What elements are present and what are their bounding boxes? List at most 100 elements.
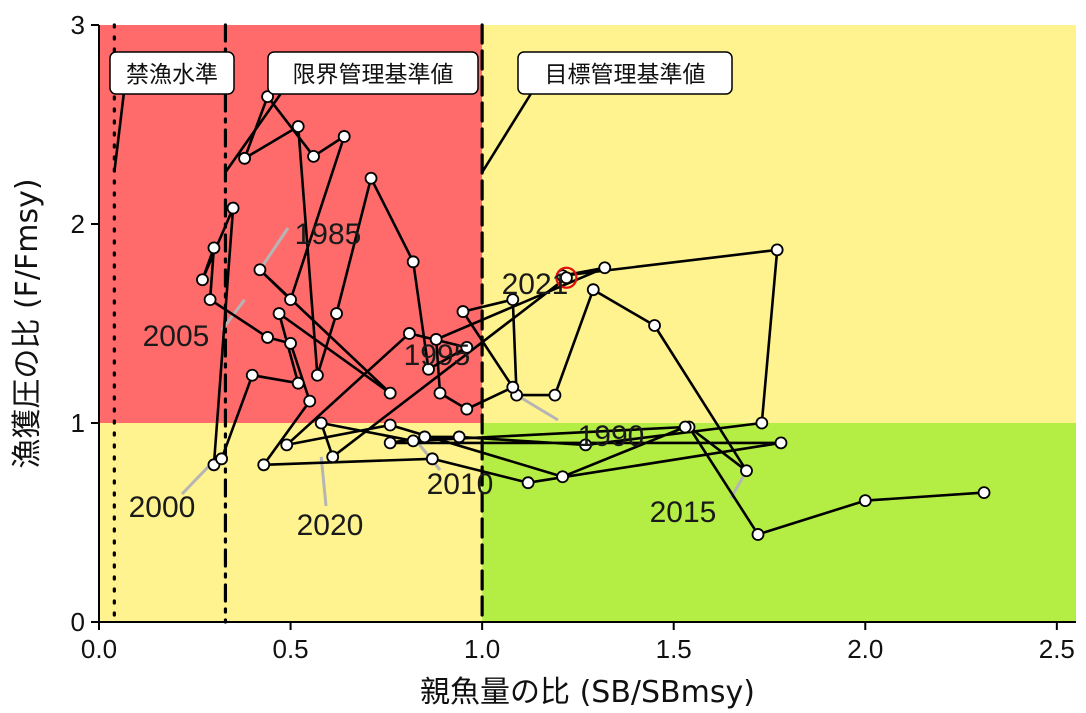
year-label-2021: 2021 [502, 268, 569, 301]
data-point [226, 201, 240, 215]
data-point [272, 307, 286, 320]
data-point [326, 450, 340, 464]
data-point [560, 271, 573, 285]
data-point [261, 90, 274, 104]
y-tick-label: 0 [71, 607, 85, 637]
x-axis-title: 親魚量の比 (SB/SBmsy) [420, 675, 755, 710]
data-point [314, 416, 328, 430]
reference-label-leader [481, 91, 534, 173]
region-yellow-1 [99, 423, 483, 622]
reference-label-box [267, 51, 479, 95]
data-point [521, 476, 535, 490]
data-point [648, 319, 661, 332]
reference-lines [112, 23, 484, 624]
data-point [215, 452, 229, 466]
year-label-leader [319, 456, 328, 507]
year-labels: 1985 1990 1995 2000 2005 2010 2015 2020 2021 [129, 218, 717, 542]
data-point [284, 293, 297, 307]
reference-label-leader [113, 91, 126, 173]
year-label-2020: 2020 [297, 509, 364, 542]
trajectory [201, 95, 985, 536]
data-point [977, 486, 991, 500]
year-label-2000: 2000 [129, 491, 196, 524]
reference-label-text: 目標管理基準値 [545, 62, 706, 88]
data-point [425, 452, 439, 466]
data-point [364, 171, 378, 185]
data-point [280, 438, 294, 452]
year-label-1985: 1985 [295, 218, 362, 251]
x-tick-label: 0.5 [272, 634, 308, 664]
x-tick-label: 0.0 [81, 634, 117, 664]
data-point [429, 333, 443, 346]
x-tick-label: 2.0 [847, 634, 883, 664]
x-tick-label: 1.5 [656, 634, 692, 664]
reference-label-text: 限界管理基準値 [293, 62, 454, 88]
data-point [586, 283, 600, 297]
data-point [858, 494, 872, 508]
y-tick-label: 2 [71, 209, 85, 239]
y-axis-title: 漁獲圧の比 (F/Fmsy) [10, 178, 45, 468]
data-point [402, 327, 416, 340]
data-point [291, 120, 305, 133]
data-point [406, 255, 420, 269]
data-point [196, 273, 209, 287]
data-point [456, 305, 470, 318]
data-point [506, 293, 520, 307]
data-point [291, 376, 305, 390]
data-point [245, 368, 259, 382]
x-tick-label: 2.5 [1039, 634, 1075, 664]
data-point [678, 420, 692, 434]
data-point [433, 386, 447, 400]
reference-label-leader [224, 91, 284, 174]
data-point [207, 241, 221, 255]
data-point [418, 430, 432, 444]
reference-label-box [517, 51, 733, 95]
data-point [203, 293, 217, 307]
data-point [751, 528, 765, 541]
data-point [755, 416, 769, 430]
data-point [257, 458, 271, 472]
region-green-3 [482, 423, 1076, 622]
data-point [506, 380, 520, 394]
data-point [422, 362, 435, 376]
data-point [383, 436, 397, 450]
data-point [556, 470, 569, 484]
y-tick-label: 1 [71, 408, 85, 438]
data-point [406, 434, 420, 448]
year-label-1995: 1995 [404, 339, 471, 372]
data-point [460, 402, 474, 416]
data-point [774, 436, 788, 450]
data-point [307, 149, 320, 163]
year-label-1990: 1990 [578, 420, 645, 453]
data-point [452, 430, 466, 444]
year-label-2005: 2005 [143, 320, 210, 353]
data-points [196, 90, 991, 541]
year-label-leader [515, 393, 559, 422]
data-point [460, 340, 474, 354]
data-point [310, 368, 324, 382]
reference-label-text: 禁漁水準 [126, 62, 218, 88]
data-point [330, 307, 343, 320]
year-label-2010: 2010 [427, 468, 494, 501]
data-point [337, 130, 351, 143]
leader-lines [180, 227, 748, 507]
data-point [253, 263, 267, 277]
year-label-leader [258, 227, 290, 271]
year-label-2015: 2015 [650, 496, 717, 529]
data-point [383, 386, 397, 400]
reference-line-labels: 禁漁水準 限界管理基準値 目標管理基準値 [109, 51, 733, 174]
x-tick-label: 1.0 [464, 634, 500, 664]
latest-point-marker [555, 266, 578, 289]
data-point [238, 151, 251, 165]
y-tick-label: 3 [71, 10, 85, 40]
data-point [740, 464, 753, 478]
year-label-leader [180, 463, 212, 496]
data-point [303, 394, 317, 408]
data-point [383, 418, 397, 432]
data-point [598, 261, 612, 275]
axes: 0.0 0.5 1.0 1.5 2.0 2.5 0 1 2 3 [71, 10, 1076, 664]
reference-label-box [109, 51, 235, 95]
data-point [261, 331, 274, 344]
data-point [579, 438, 592, 452]
